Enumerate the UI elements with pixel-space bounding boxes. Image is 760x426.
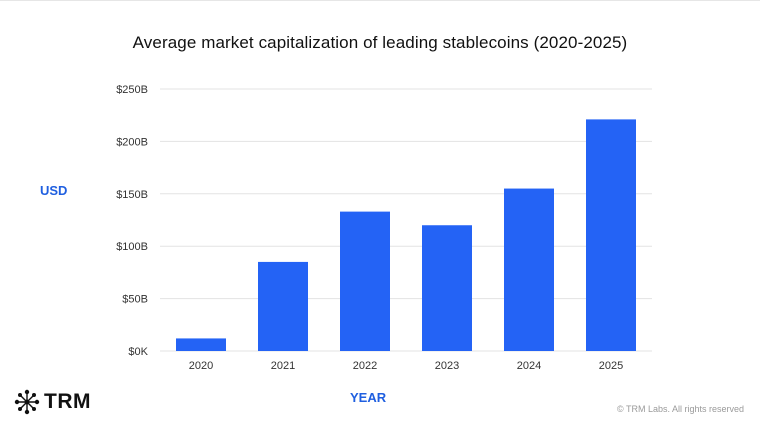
- x-tick-label: 2025: [599, 360, 623, 372]
- x-axis-label: YEAR: [350, 390, 387, 405]
- y-tick-label: $0K: [128, 346, 148, 358]
- bar: [422, 225, 472, 351]
- bar: [586, 119, 636, 351]
- y-tick-label: $200B: [116, 136, 148, 148]
- chart-title: Average market capitalization of leading…: [132, 33, 628, 52]
- trm-logo: TRM: [14, 389, 91, 415]
- y-axis-label: USD: [40, 183, 68, 198]
- copyright-notice: © TRM Labs. All rights reserved: [616, 404, 744, 414]
- x-tick-label: 2021: [271, 360, 295, 372]
- x-tick-label: 2024: [517, 360, 541, 372]
- x-tick-label: 2023: [435, 360, 459, 372]
- trm-logo-icon: [14, 389, 40, 415]
- bar: [504, 188, 554, 351]
- bar: [258, 261, 308, 351]
- x-tick-label: 2020: [189, 360, 213, 372]
- x-tick-label: 2022: [353, 360, 377, 372]
- y-tick-label: $50B: [122, 294, 148, 306]
- y-tick-label: $250B: [116, 84, 148, 96]
- bar: [340, 211, 390, 351]
- trm-logo-text: TRM: [44, 390, 91, 413]
- bar: [176, 338, 226, 351]
- y-tick-label: $100B: [116, 241, 148, 253]
- y-tick-label: $150B: [116, 189, 148, 201]
